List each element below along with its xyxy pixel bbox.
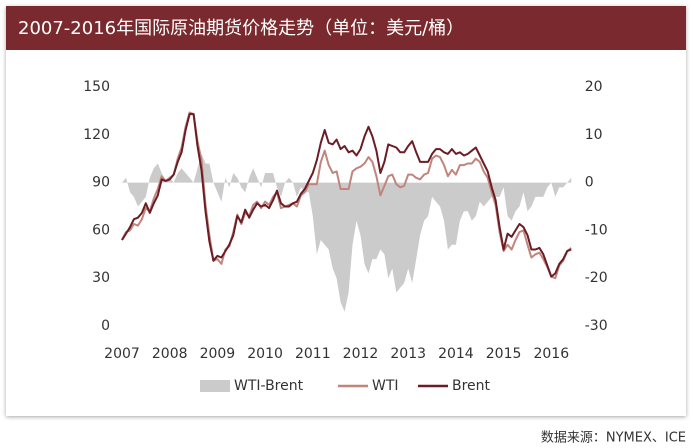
line [121,113,572,278]
y-tick-label: 0 [101,318,110,334]
y-tick-label: 30 [92,270,110,286]
y2-tick-label: 0 [585,175,594,191]
x-tick-label: 2014 [438,346,474,362]
x-tick-label: 2015 [486,346,522,362]
x-tick-label: 2013 [390,346,426,362]
y2-tick-label: 10 [585,127,603,143]
y-tick-label: 150 [83,79,110,95]
title-bar [6,6,686,50]
source: 数据来源：NYMEX、ICE [541,431,686,446]
x-tick-label: 2011 [295,346,331,362]
area [122,153,572,312]
y2-tick-label: 20 [585,79,603,95]
legend-label: WTI-Brent [234,378,304,394]
legend-label: Brent [452,378,491,394]
x-tick-label: 2012 [343,346,379,362]
x-tick-label: 2007 [104,346,140,362]
y-tick-label: 120 [83,127,110,143]
y-tick-label: 60 [92,222,110,238]
x-tick-label: 2009 [200,346,236,362]
x-tick-label: 2016 [533,346,569,362]
chart-title: 2007-2016年国际原油期货价格走势（单位：美元/桶） [18,18,464,39]
x-tick-label: 2010 [247,346,283,362]
y2-tick-label: -20 [585,270,608,286]
legend-swatch [200,380,230,392]
y-tick-label: 90 [92,175,110,191]
y2-tick-label: -10 [585,222,608,238]
legend-label: WTI [372,378,399,394]
y2-tick-label: -30 [585,318,608,334]
x-tick-label: 2008 [152,346,188,362]
